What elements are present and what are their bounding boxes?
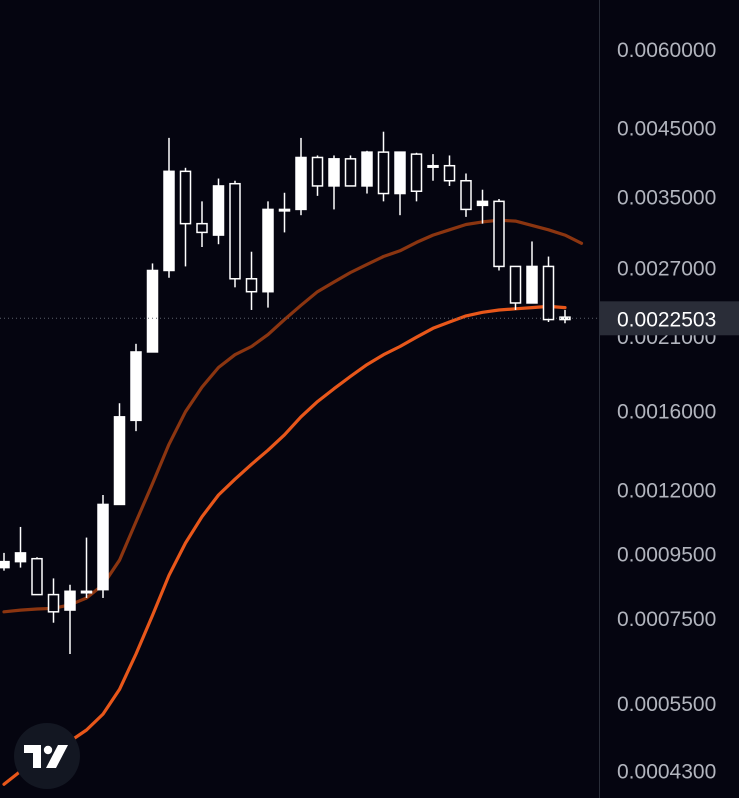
candle-body-up — [97, 503, 109, 591]
price-tick-label: 0.0005500 — [617, 693, 716, 716]
candle — [80, 537, 93, 598]
candle-body-down — [47, 593, 60, 613]
candle-body-up — [262, 208, 274, 293]
candle-body-down — [542, 265, 555, 321]
price-tick-label: 0.0004300 — [617, 760, 716, 783]
tradingview-logo[interactable]: TV — [0, 0, 80, 789]
candle — [443, 155, 456, 186]
candle-body-up — [394, 151, 406, 195]
price-tick-label: 0.0012000 — [617, 479, 716, 502]
candle-body-up — [476, 200, 489, 207]
candle — [229, 180, 241, 288]
candle — [163, 137, 175, 278]
candle — [460, 173, 472, 217]
price-axis-ticks: 0.0060000 0.0045000 0.0035000 0.0027000 0.00… — [617, 39, 716, 783]
candle — [212, 178, 225, 245]
candle — [361, 150, 373, 194]
candle — [311, 155, 324, 196]
candle-body-down — [509, 265, 522, 304]
candle — [278, 192, 291, 233]
price-tick-label: 0.0060000 — [617, 39, 716, 62]
candle-body-up — [526, 265, 538, 304]
candle-body-up — [163, 170, 175, 272]
candle — [476, 189, 489, 224]
candle-body-up — [361, 151, 373, 187]
candle-body-up — [328, 158, 340, 187]
candle-body-down — [460, 179, 472, 211]
plot-area[interactable] — [0, 131, 599, 786]
candle-body-down — [229, 182, 241, 280]
candle — [64, 584, 76, 655]
candle-body-down — [443, 164, 456, 182]
candle — [113, 403, 126, 506]
candle-body-up — [295, 156, 307, 211]
candle-body-down — [493, 200, 505, 268]
price-tick-label: 0.0009500 — [617, 543, 716, 566]
candle — [146, 263, 159, 353]
candle-body-down — [410, 153, 423, 192]
candle — [427, 154, 439, 181]
candle-body-up — [278, 208, 291, 212]
price-tick-label: 0.0045000 — [617, 118, 716, 141]
candle — [493, 198, 505, 271]
candle-body-down — [196, 222, 208, 234]
candle-body-down — [311, 156, 324, 187]
price-tick-label: 0.0035000 — [617, 186, 716, 209]
price-tick-label: 0.0007500 — [617, 608, 716, 631]
candle-body-down — [179, 170, 192, 225]
logo-badge — [14, 723, 80, 789]
candle-body-up — [0, 560, 10, 569]
candle — [14, 526, 27, 568]
tradingview-logo-icon — [24, 745, 68, 768]
candle-body-up — [64, 590, 76, 611]
last-price-label: 0.0022503 — [617, 308, 716, 331]
candle — [328, 155, 340, 210]
candle — [410, 152, 423, 202]
candle — [245, 251, 258, 310]
candle — [509, 265, 522, 310]
last-price-tag-background — [600, 301, 739, 336]
candle — [47, 578, 60, 623]
candle — [179, 167, 192, 267]
candle — [31, 557, 43, 596]
candle — [130, 343, 142, 432]
candle — [0, 552, 10, 571]
candle-body-down — [377, 151, 390, 195]
candle-body-up — [427, 164, 439, 168]
candle — [196, 201, 208, 248]
candle — [262, 201, 274, 308]
candle-body-down — [31, 557, 43, 596]
last-price-tag: 0.0022503 — [600, 301, 739, 336]
candle — [526, 241, 538, 304]
candle — [344, 155, 357, 187]
candle — [377, 131, 390, 202]
candle-body-up — [80, 590, 93, 594]
candle — [542, 256, 555, 323]
candle — [97, 494, 109, 598]
candle-body-up — [212, 185, 225, 236]
moving-average-line-2 — [2, 304, 567, 786]
candle-body-up — [14, 552, 27, 563]
candle-body-down — [245, 278, 258, 293]
candle — [394, 151, 406, 216]
candle-body-up — [113, 416, 126, 506]
price-tick-label: 0.0016000 — [617, 401, 716, 424]
candles — [0, 131, 571, 655]
price-tick-label: 0.0027000 — [617, 257, 716, 280]
candle-body-up — [130, 351, 142, 422]
candle-body-down — [344, 158, 357, 187]
candle — [295, 137, 307, 216]
price-axis[interactable]: 0.0060000 0.0045000 0.0035000 0.0027000 0.00… — [599, 0, 739, 798]
candle-body-up — [146, 269, 159, 353]
